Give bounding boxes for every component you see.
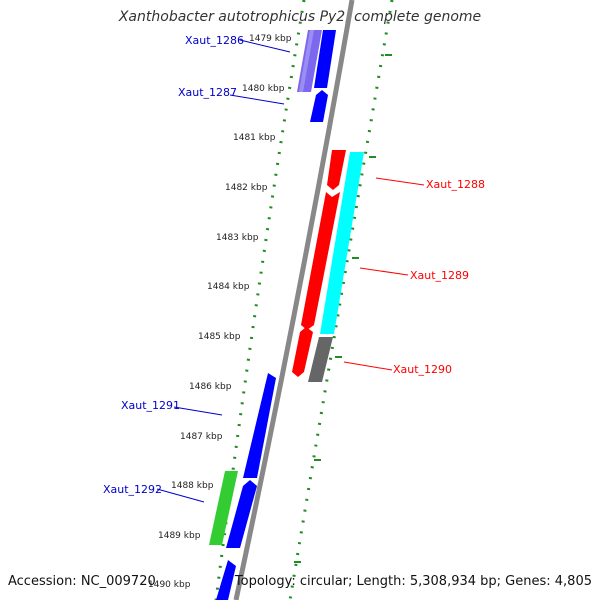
- kbp-tick-label: 1486 kbp: [189, 382, 232, 392]
- gene-label-xaut-1289[interactable]: Xaut_1289: [410, 269, 469, 282]
- gene-xaut-1289: [320, 152, 364, 334]
- gene-xaut-1288-a: [327, 150, 346, 190]
- gene-xaut-1291-b: [226, 480, 257, 548]
- kbp-tick-label: 1490 kbp: [148, 580, 191, 590]
- gene-label-xaut-1287[interactable]: Xaut_1287: [178, 86, 237, 99]
- gene-label-xaut-1288[interactable]: Xaut_1288: [426, 178, 485, 191]
- kbp-tick-label: 1481 kbp: [233, 133, 276, 143]
- gene-label-xaut-1292[interactable]: Xaut_1292: [103, 483, 162, 496]
- gene-xaut-1287-a: [314, 30, 336, 88]
- gene-labels: Xaut_1286 Xaut_1287 Xaut_1288 Xaut_1289 Xaut…: [103, 34, 485, 496]
- gene-xaut-1292: [209, 471, 238, 545]
- kbp-labels: 1479 kbp 1480 kbp 1481 kbp 1482 kbp 1483 kbp…: [148, 34, 292, 590]
- gene-label-xaut-1286[interactable]: Xaut_1286: [185, 34, 244, 47]
- kbp-tick-label: 1479 kbp: [249, 34, 292, 44]
- gene-xaut-1290: [308, 337, 333, 382]
- kbp-tick-label: 1482 kbp: [225, 183, 268, 193]
- kbp-tick-label: 1484 kbp: [207, 282, 250, 292]
- kbp-tick-label: 1487 kbp: [180, 432, 223, 442]
- kbp-tick-label: 1483 kbp: [216, 233, 259, 243]
- genome-backbone: [233, 0, 355, 600]
- kbp-tick-label: 1485 kbp: [198, 332, 241, 342]
- gene-bottom-partial: [216, 560, 236, 600]
- accession-label: Accession: NC_009720: [8, 574, 156, 589]
- gene-label-xaut-1290[interactable]: Xaut_1290: [393, 363, 452, 376]
- gene-label-xaut-1291[interactable]: Xaut_1291: [121, 399, 180, 412]
- kbp-tick-label: 1488 kbp: [171, 481, 214, 491]
- gene-xaut-1291: [243, 373, 276, 478]
- right-tick-marks: [294, 54, 392, 563]
- topology-label: Topology: circular; Length: 5,308,934 bp…: [234, 574, 592, 589]
- gene-xaut-1288-c: [292, 327, 313, 377]
- gene-xaut-1287-b: [310, 90, 328, 122]
- gene-xaut-1288-b: [301, 192, 340, 330]
- map-title: Xanthobacter autotrophicus Py2, complete…: [118, 9, 482, 25]
- kbp-tick-label: 1489 kbp: [158, 531, 201, 541]
- kbp-tick-label: 1480 kbp: [242, 84, 285, 94]
